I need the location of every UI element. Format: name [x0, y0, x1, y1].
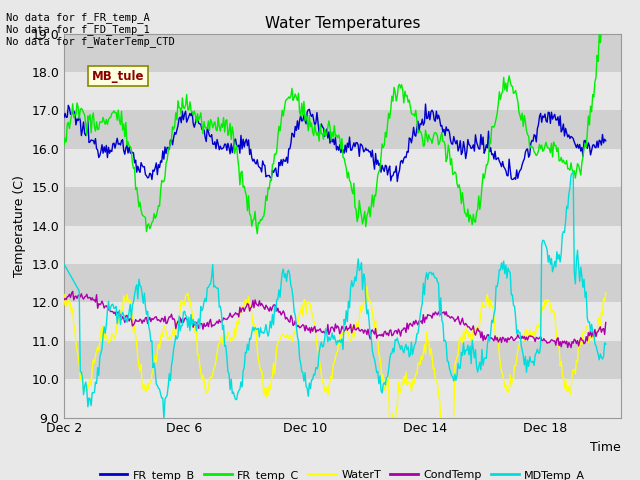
- FR_temp_B: [317, 121, 325, 127]
- WaterT: [591, 332, 599, 337]
- Text: No data for f_FR_temp_A: No data for f_FR_temp_A: [6, 12, 150, 23]
- FR_temp_B: [602, 138, 609, 144]
- WaterT: [321, 389, 328, 395]
- FR_temp_B: [60, 114, 68, 120]
- CondTemp: [602, 320, 609, 325]
- WaterT: [317, 372, 325, 377]
- CondTemp: [319, 330, 326, 336]
- Line: FR_temp_C: FR_temp_C: [64, 0, 605, 234]
- FR_temp_B: [506, 167, 514, 173]
- CondTemp: [567, 345, 575, 350]
- CondTemp: [69, 288, 77, 294]
- Y-axis label: Temperature (C): Temperature (C): [13, 175, 26, 276]
- MDTemp_A: [160, 417, 168, 422]
- Text: No data for f_WaterTemp_CTD: No data for f_WaterTemp_CTD: [6, 36, 175, 47]
- Bar: [64, 264, 621, 302]
- FR_temp_C: [506, 73, 513, 79]
- X-axis label: Time: Time: [590, 441, 621, 454]
- FR_temp_B: [383, 163, 390, 169]
- WaterT: [602, 290, 609, 296]
- MDTemp_A: [602, 341, 609, 347]
- MDTemp_A: [319, 344, 326, 350]
- MDTemp_A: [60, 261, 68, 267]
- FR_temp_C: [319, 131, 326, 137]
- FR_temp_B: [394, 179, 401, 184]
- MDTemp_A: [570, 169, 577, 175]
- Line: CondTemp: CondTemp: [64, 291, 605, 348]
- Legend: FR_temp_B, FR_temp_C, WaterT, CondTemp, MDTemp_A: FR_temp_B, FR_temp_C, WaterT, CondTemp, …: [95, 466, 589, 480]
- Bar: [64, 72, 621, 110]
- WaterT: [363, 284, 371, 289]
- FR_temp_C: [322, 133, 330, 139]
- FR_temp_B: [321, 133, 328, 139]
- Text: No data for f_FD_Temp_1: No data for f_FD_Temp_1: [6, 24, 150, 35]
- CondTemp: [60, 297, 68, 303]
- WaterT: [60, 302, 68, 308]
- FR_temp_B: [353, 140, 361, 145]
- Line: MDTemp_A: MDTemp_A: [64, 172, 605, 420]
- MDTemp_A: [355, 256, 362, 262]
- FR_temp_B: [591, 144, 599, 150]
- MDTemp_A: [506, 268, 513, 274]
- WaterT: [384, 372, 392, 378]
- Bar: [64, 341, 621, 379]
- Bar: [64, 226, 621, 264]
- CondTemp: [384, 330, 392, 336]
- MDTemp_A: [322, 326, 330, 332]
- Bar: [64, 302, 621, 341]
- FR_temp_C: [384, 121, 392, 127]
- CondTemp: [322, 328, 330, 334]
- Bar: [64, 187, 621, 226]
- Title: Water Temperatures: Water Temperatures: [265, 16, 420, 31]
- FR_temp_B: [422, 101, 429, 107]
- FR_temp_C: [60, 143, 68, 148]
- Bar: [64, 379, 621, 418]
- WaterT: [506, 372, 514, 378]
- FR_temp_C: [355, 214, 362, 220]
- Bar: [64, 110, 621, 149]
- CondTemp: [355, 325, 362, 331]
- CondTemp: [591, 326, 599, 332]
- Bar: [64, 34, 621, 72]
- Line: FR_temp_B: FR_temp_B: [64, 104, 605, 181]
- Text: MB_tule: MB_tule: [92, 70, 145, 83]
- FR_temp_C: [253, 231, 261, 237]
- FR_temp_C: [590, 94, 598, 100]
- Bar: [64, 149, 621, 187]
- Line: WaterT: WaterT: [64, 287, 605, 442]
- MDTemp_A: [591, 341, 599, 347]
- CondTemp: [506, 337, 513, 343]
- WaterT: [442, 439, 450, 445]
- WaterT: [353, 319, 361, 325]
- MDTemp_A: [384, 374, 392, 380]
